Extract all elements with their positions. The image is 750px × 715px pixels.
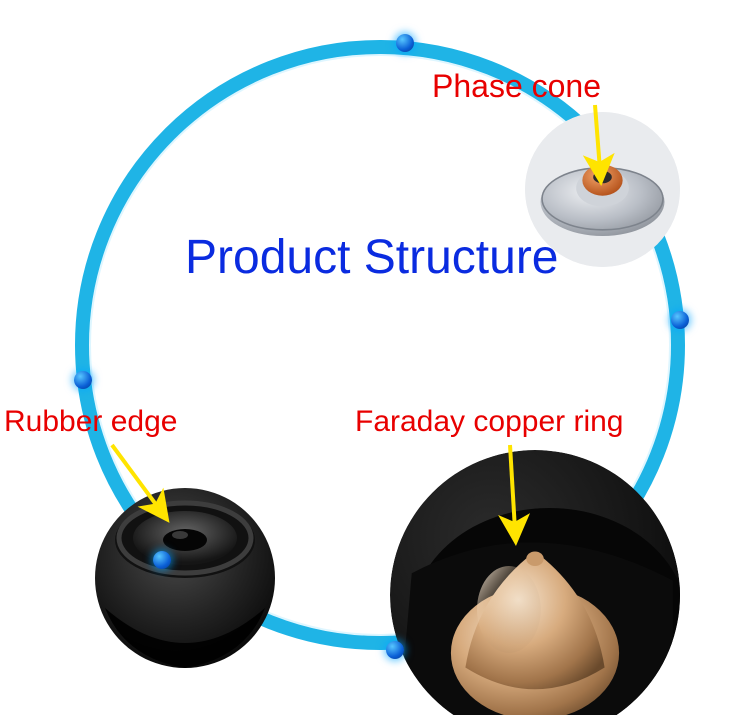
callout-rubber-edge	[85, 478, 285, 678]
ring-dot	[671, 311, 689, 329]
ring-dot	[153, 551, 171, 569]
phase-cone-icon	[525, 112, 680, 267]
label-faraday-ring: Faraday copper ring	[355, 405, 623, 439]
callout-phase-cone	[525, 112, 680, 267]
ring-dot	[386, 641, 404, 659]
rubber-edge-icon	[85, 478, 285, 678]
label-phase-cone: Phase cone	[432, 68, 601, 105]
diagram-title: Product Structure	[185, 230, 559, 285]
ring-dot	[396, 34, 414, 52]
ring-dot	[74, 371, 92, 389]
label-rubber-edge: Rubber edge	[4, 405, 177, 439]
diagram-stage: { "canvas": { "width": 750, "height": 71…	[0, 0, 750, 715]
